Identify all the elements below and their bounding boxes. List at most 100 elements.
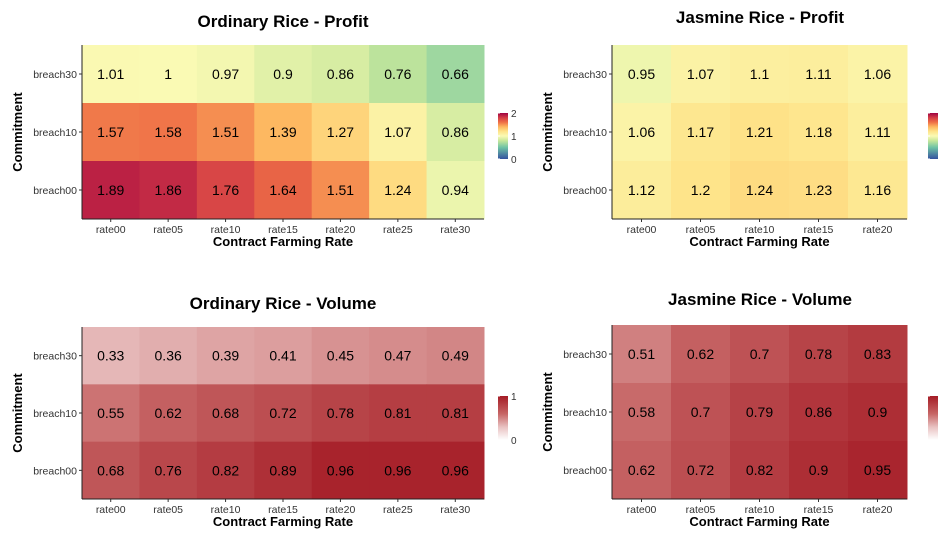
heatmap-cell (426, 45, 485, 104)
cell-value-label: 0.83 (864, 346, 891, 362)
cell-value-label: 0.68 (212, 405, 239, 421)
x-tick-label: rate20 (326, 504, 356, 516)
y-tick-label: breach30 (33, 69, 77, 81)
heatmap-cell (848, 441, 908, 500)
cell-value-label: 1.16 (864, 182, 891, 198)
heatmap-cell (426, 327, 485, 385)
cell-value-label: 0.72 (687, 462, 714, 478)
cell-value-label: 1.11 (864, 124, 890, 140)
legend-tick-label: 1 (511, 132, 517, 143)
heatmap-cell (311, 45, 370, 104)
heatmap-cell (848, 383, 908, 442)
y-tick-label: breach00 (33, 185, 77, 197)
cell-value-label: 0.97 (212, 66, 239, 82)
cell-value-label: 1.64 (269, 182, 296, 198)
color-legend-bar (928, 396, 938, 440)
heatmap-cell (139, 327, 198, 385)
cell-value-label: 1.89 (97, 182, 124, 198)
x-tick-label: rate00 (96, 504, 126, 516)
heatmap-cell (311, 441, 370, 500)
heatmap-cell (730, 103, 790, 162)
cell-value-label: 0.78 (805, 346, 832, 362)
cell-value-label: 0.45 (327, 348, 354, 364)
cell-value-label: 1.27 (327, 124, 354, 140)
x-tick-label: rate00 (627, 504, 657, 516)
heatmap-cell (196, 161, 255, 220)
cell-value-label: 0.58 (628, 404, 655, 420)
heatmap-cell (612, 103, 672, 162)
heatmap-cell (426, 384, 485, 443)
cell-value-label: 1.58 (155, 124, 182, 140)
color-legend-bar (498, 396, 508, 440)
heatmap-cell (196, 384, 255, 443)
heatmap-cell (369, 441, 428, 500)
heatmap-cell (139, 103, 198, 162)
chart-title: Jasmine Rice - Profit (676, 8, 845, 27)
cell-value-label: 0.95 (628, 66, 655, 82)
heatmap-cell (311, 327, 370, 385)
cell-value-label: 0.76 (155, 462, 182, 478)
y-tick-label: breach10 (33, 127, 77, 139)
cell-value-label: 1.24 (746, 182, 773, 198)
cell-value-label: 0.62 (628, 462, 655, 478)
heatmap-cell (612, 383, 672, 442)
legend-tick-label: 0 (511, 436, 517, 447)
cell-value-label: 1.17 (687, 124, 714, 140)
heatmap-cell (82, 384, 140, 443)
legend-tick-label: 2 (511, 109, 517, 120)
y-tick-label: breach30 (563, 349, 607, 361)
x-tick-label: rate15 (804, 224, 834, 236)
y-tick-label: breach10 (563, 127, 607, 139)
y-tick-label: breach30 (33, 351, 77, 363)
heatmap-cell (671, 161, 731, 220)
cell-value-label: 1.18 (805, 124, 832, 140)
cell-value-label: 0.51 (628, 346, 655, 362)
y-tick-label: breach10 (33, 408, 77, 420)
heatmap-cell (671, 103, 731, 162)
heatmap-cell (196, 103, 255, 162)
heatmap-cell (848, 325, 908, 384)
heatmap-cell (730, 161, 790, 220)
cell-value-label: 1.06 (628, 124, 655, 140)
cell-value-label: 0.78 (327, 405, 354, 421)
y-axis-title: Commitment (10, 373, 25, 453)
cell-value-label: 0.9 (809, 462, 829, 478)
x-axis-title: Contract Farming Rate (689, 514, 829, 529)
heatmap-cell (139, 161, 198, 220)
heatmap-cell (139, 384, 198, 443)
heatmap-cell (789, 103, 849, 162)
y-axis-title: Commitment (10, 92, 25, 172)
x-tick-label: rate30 (440, 504, 470, 516)
heatmap-panel-0: Ordinary Rice - Profit 1.01 1 0.97 0.9 0.86 0.… (10, 12, 517, 249)
x-tick-label: rate10 (211, 504, 241, 516)
heatmap-cell (369, 161, 428, 220)
cell-value-label: 1.06 (864, 66, 891, 82)
y-tick-label: breach00 (33, 465, 77, 477)
cell-value-label: 1.07 (687, 66, 714, 82)
y-tick-label: breach00 (563, 465, 607, 477)
heatmap-cell (730, 45, 790, 104)
cell-value-label: 1.1 (750, 66, 770, 82)
x-axis-title: Contract Farming Rate (689, 234, 829, 249)
heatmap-panel-3: Jasmine Rice - Volume 0.51 0.62 0.7 0.78 0.83… (540, 290, 938, 529)
cell-value-label: 1.24 (384, 182, 411, 198)
cell-value-label: 0.55 (97, 405, 124, 421)
cell-value-label: 1.86 (155, 182, 182, 198)
heatmap-cell (311, 161, 370, 220)
color-legend-bar (928, 113, 938, 159)
heatmap-cell (426, 441, 485, 500)
cell-value-label: 0.36 (155, 348, 182, 364)
legend-tick-label: 1 (511, 392, 517, 403)
cell-value-label: 0.81 (442, 405, 469, 421)
cell-value-label: 0.49 (442, 348, 469, 364)
x-tick-label: rate05 (686, 504, 716, 516)
cell-value-label: 0.89 (269, 462, 296, 478)
heatmap-cell (139, 45, 198, 104)
cell-value-label: 0.82 (212, 462, 239, 478)
heatmap-cell (254, 45, 313, 104)
heatmap-cell (311, 103, 370, 162)
heatmap-cell (671, 441, 731, 500)
heatmap-panel-1: Jasmine Rice - Profit 0.95 1.07 1.1 1.11 1.06… (540, 8, 938, 249)
cell-value-label: 1.51 (327, 182, 354, 198)
